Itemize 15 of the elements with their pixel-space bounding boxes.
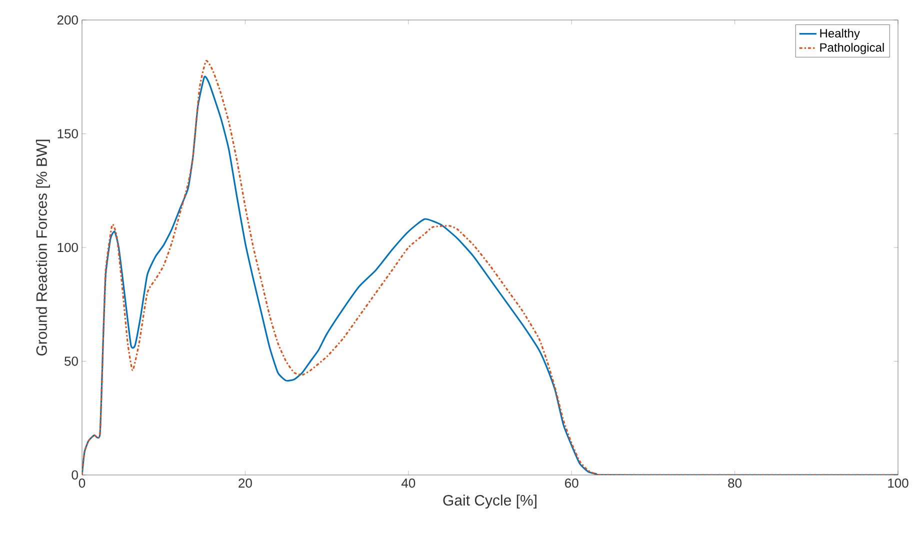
y-tick-label: 50 — [64, 356, 78, 366]
x-axis-title: Gait Cycle [%] — [443, 494, 536, 509]
y-tick-label: 200 — [57, 15, 78, 25]
x-tick-label: 20 — [238, 478, 252, 488]
y-tick-label: 0 — [72, 470, 78, 480]
x-tick-label: 0 — [78, 478, 86, 488]
x-tick-label: 100 — [888, 478, 908, 488]
y-tick-label: 100 — [58, 242, 78, 252]
x-tick-label: 80 — [728, 478, 742, 488]
x-tick-label: 60 — [565, 478, 578, 488]
y-tick-label: 150 — [58, 129, 78, 138]
x-tick-label: 40 — [401, 478, 416, 488]
legend-label: Pathological — [820, 42, 884, 54]
y-axis-title: Ground Reaction Forces [% BW] — [36, 140, 50, 356]
legend-label: Healthy — [820, 28, 860, 40]
